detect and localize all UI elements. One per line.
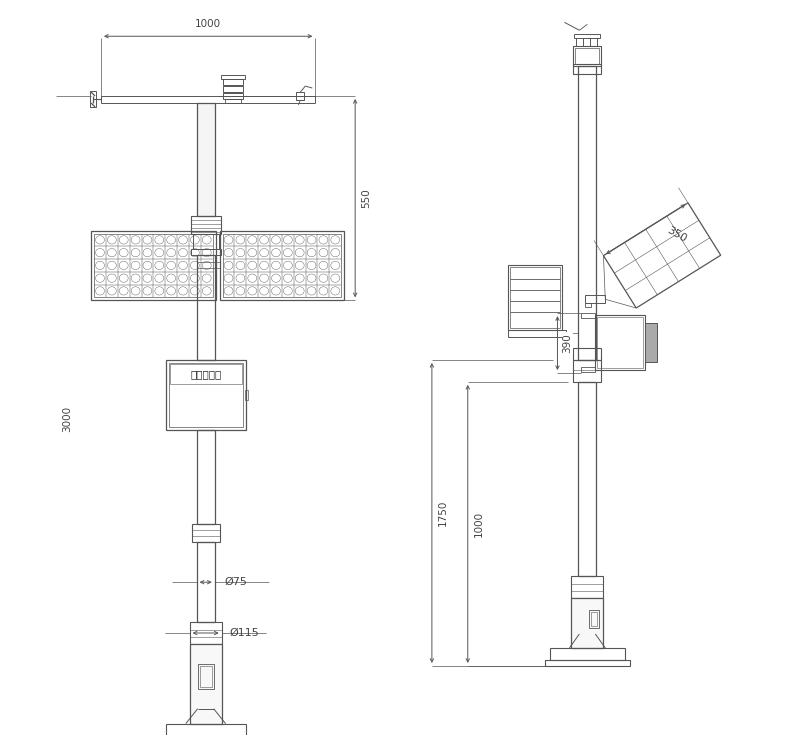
Bar [296,92,304,100]
Text: 环境监测站: 环境监测站 [190,369,222,379]
Bar [598,317,643,368]
Bar [582,367,595,372]
Text: 550: 550 [361,188,371,208]
Bar [190,250,221,255]
Bar [166,723,246,735]
Bar [245,390,247,400]
Bar [645,323,657,362]
Bar [508,330,566,337]
Bar [508,266,562,330]
Text: 3000: 3000 [62,406,72,432]
Bar [550,648,626,660]
Bar [575,49,599,64]
Bar [571,598,603,648]
Bar [190,622,222,644]
Bar [193,233,218,250]
Bar [595,315,645,370]
Bar [225,99,241,103]
Text: 350: 350 [666,224,689,244]
Bar [571,576,603,598]
Bar [510,267,561,328]
Bar [582,314,595,318]
Bar [166,360,246,430]
Bar [574,35,600,38]
Bar [220,230,344,300]
Bar [222,93,242,99]
Bar [197,103,214,216]
Text: 1750: 1750 [438,500,448,526]
Bar [222,79,242,85]
Text: Ø75: Ø75 [225,577,247,587]
Bar [169,363,242,427]
Bar [200,666,212,687]
Bar [574,46,602,66]
Bar [190,216,221,233]
Bar [578,66,596,360]
Bar [546,660,630,666]
Bar [197,255,214,360]
Bar [198,664,214,689]
Bar [197,430,214,525]
Bar [94,233,213,297]
Text: 1000: 1000 [195,19,222,29]
Text: 390: 390 [562,333,573,353]
Bar [170,364,242,384]
Bar [574,64,602,74]
Bar [192,525,220,542]
Bar [190,644,222,723]
Bar [574,348,602,360]
Bar [222,233,342,297]
Bar [197,542,214,622]
Bar [221,75,245,79]
Bar [222,86,242,92]
Bar [90,91,96,107]
Text: Ø115: Ø115 [230,628,259,638]
Bar [590,610,599,628]
Bar [586,295,606,303]
Text: 1000: 1000 [474,511,484,537]
Bar [578,382,596,576]
Bar [586,303,591,307]
Bar [91,230,216,300]
Bar [574,360,602,382]
Bar [591,612,598,626]
